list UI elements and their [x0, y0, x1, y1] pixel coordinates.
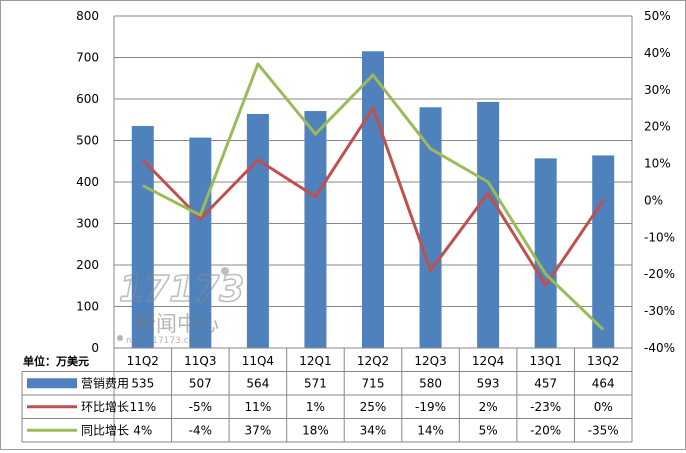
watermark-name: 新闻中心	[135, 312, 219, 336]
table-cell: 580	[419, 376, 442, 390]
table-cell: -20%	[530, 423, 561, 437]
bar	[362, 51, 384, 349]
table-cell: 507	[189, 376, 212, 390]
y-left-tick-label: 200	[76, 258, 99, 272]
line-series	[141, 106, 605, 287]
y-left-tick-label: 700	[76, 51, 99, 65]
bar	[477, 101, 500, 348]
y-right-tick-label: 50%	[644, 9, 671, 23]
watermark-url: news.17173.com	[126, 336, 203, 346]
y-right-tick-label: -20%	[644, 267, 675, 281]
y-left-tick-label: 800	[76, 9, 99, 23]
category-label: 11Q4	[242, 354, 274, 368]
category-label: 12Q4	[472, 354, 504, 368]
table-cell: 2%	[479, 400, 498, 414]
y-right-tick-label: 10%	[644, 157, 671, 171]
table-cell: 11%	[129, 400, 156, 414]
table-cell: 25%	[360, 400, 387, 414]
category-label: 11Q3	[184, 354, 216, 368]
table-cell: 593	[477, 376, 500, 390]
y-right-tick-label: 20%	[644, 120, 671, 134]
bar	[534, 158, 557, 348]
bar	[419, 107, 442, 348]
data-table: 单位：万美元 11Q2 11Q3 11Q4 12Q1 12Q2 12Q3 12Q4 13Q1 13…	[21, 348, 633, 443]
y-left-tick-label: 300	[76, 217, 99, 231]
category-label: 12Q3	[414, 354, 446, 368]
table-cell: -35%	[588, 423, 619, 437]
legend-label: 营销费用	[81, 376, 129, 390]
table-cell: 18%	[302, 423, 329, 437]
category-label: 12Q2	[357, 354, 389, 368]
y-left-tick-label: 400	[76, 175, 99, 189]
y-right-tick-label: -40%	[644, 341, 675, 355]
watermark: 17173 新闻中心 news.17173.com	[117, 267, 245, 346]
table-cell: -5%	[189, 400, 212, 414]
y-left-tick-label: 600	[76, 92, 99, 106]
bar	[189, 137, 212, 348]
table-cell: -23%	[530, 400, 561, 414]
axis-layer: 0 100 200 300 400 500 600 700 800 -40% -30% -20% -10…	[76, 9, 675, 355]
table-cell: 5%	[479, 423, 498, 437]
y-left-tick-label: 0	[91, 341, 99, 355]
category-label: 13Q1	[529, 354, 561, 368]
y-right-tick-label: -10%	[644, 230, 675, 244]
bar	[246, 113, 269, 348]
bars-layer	[131, 51, 615, 349]
bar	[592, 155, 615, 348]
y-right-tick-label: 40%	[644, 46, 671, 60]
y-left-tick-label: 100	[76, 300, 99, 314]
line-series	[142, 62, 605, 331]
table-cell: 14%	[417, 423, 444, 437]
table-cell: 464	[592, 376, 615, 390]
lines-layer	[141, 62, 605, 331]
table-cell: 715	[362, 376, 385, 390]
table-cell: 535	[131, 376, 154, 390]
y-right-tick-label: 30%	[644, 83, 671, 97]
table-cell: 37%	[245, 423, 272, 437]
table-cell: 0%	[594, 400, 613, 414]
bar	[131, 125, 154, 348]
legend-swatch	[27, 378, 77, 389]
category-label: 11Q2	[127, 354, 159, 368]
table-cell: -4%	[189, 423, 212, 437]
table-cell: 571	[304, 376, 327, 390]
watermark-logo: 17173	[119, 269, 244, 310]
table-cell: 4%	[133, 423, 152, 437]
table-cell: 564	[246, 376, 269, 390]
category-label: 13Q2	[587, 354, 619, 368]
bar	[304, 111, 327, 348]
table-cell: -19%	[415, 400, 446, 414]
category-label: 12Q1	[299, 354, 331, 368]
legend-label: 环比增长	[81, 400, 129, 414]
table-cell: 34%	[360, 423, 387, 437]
unit-label: 单位：万美元	[23, 354, 89, 368]
y-right-tick-label: 0%	[644, 193, 663, 207]
table-cell: 1%	[306, 400, 325, 414]
table-cell: 457	[534, 376, 557, 390]
y-right-tick-label: -30%	[644, 304, 675, 318]
legend-label: 同比增长	[81, 423, 129, 437]
table-cell: 11%	[245, 400, 272, 414]
y-left-tick-label: 500	[76, 134, 99, 148]
